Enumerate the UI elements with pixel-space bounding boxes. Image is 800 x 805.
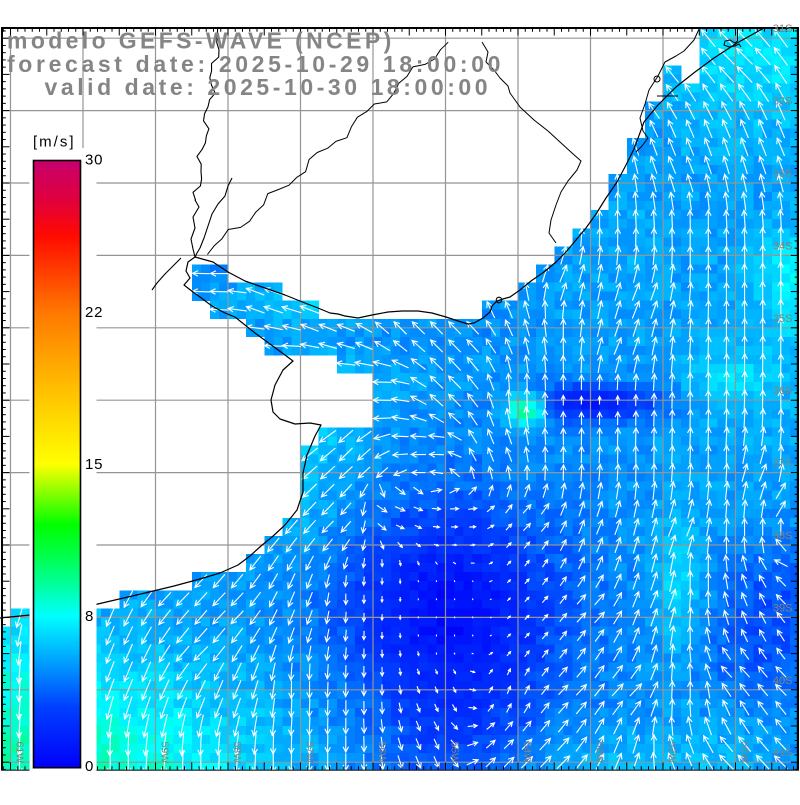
svg-text:valid date: 2025-10-30 18:00:0: valid date: 2025-10-30 18:00:00 [45,74,492,100]
svg-text:8: 8 [85,608,94,625]
svg-text:modelo GEFS-WAVE (NCEP): modelo GEFS-WAVE (NCEP) [7,28,395,54]
svg-text:forecast date: 2025-10-29 18:0: forecast date: 2025-10-29 18:00:00 [7,51,504,77]
svg-text:54W: 54W [521,742,533,764]
svg-text:40S: 40S [773,675,793,687]
svg-text:57W: 57W [304,742,316,764]
svg-text:38S: 38S [773,530,793,542]
svg-text:15: 15 [85,456,103,473]
svg-text:58W: 58W [231,742,243,764]
svg-text:33S: 33S [773,168,793,180]
svg-text:37S: 37S [773,458,793,470]
svg-text:22: 22 [85,304,103,321]
svg-text:55W: 55W [449,742,461,764]
svg-text:36S: 36S [773,385,793,397]
svg-text:53W: 53W [594,742,606,764]
svg-text:35S: 35S [773,313,793,325]
svg-text:34S: 34S [773,240,793,252]
svg-text:0: 0 [85,758,94,775]
svg-text:39S: 39S [773,602,793,614]
svg-text:[m/s]: [m/s] [33,134,76,151]
svg-text:61W: 61W [14,742,26,764]
svg-text:31S: 31S [773,23,793,35]
svg-text:30: 30 [85,151,103,168]
svg-text:32S: 32S [773,96,793,108]
svg-text:56W: 56W [376,742,388,764]
svg-text:41S: 41S [773,747,793,759]
svg-text:59W: 59W [159,742,171,764]
svg-text:52W: 52W [666,742,678,764]
svg-text:51W: 51W [739,742,751,764]
